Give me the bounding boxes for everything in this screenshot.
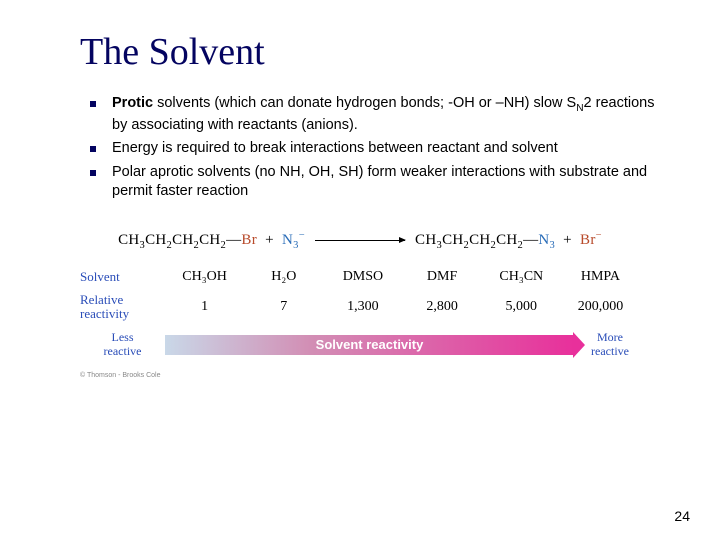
bullet-item: Protic solvents (which can donate hydrog…	[90, 94, 660, 135]
copyright-text: © Thomson - Brooks Cole	[80, 372, 640, 379]
reaction-equation: CH3CH2CH2CH2—Br + N3− CH3CH2CH2CH2—N3 + …	[80, 230, 640, 251]
gradient-label-right: Morereactive	[580, 331, 640, 357]
page-number: 24	[674, 508, 690, 524]
reactivity-table: Solvent CH₃OH H₂O DMSO DMF CH₃CN HMPA Re…	[80, 269, 640, 358]
bullet-list: Protic solvents (which can donate hydrog…	[90, 94, 660, 202]
bullet-item: Polar aprotic solvents (no NH, OH, SH) f…	[90, 163, 660, 202]
table-cell: DMF	[403, 269, 482, 285]
table-cell: HMPA	[561, 269, 640, 285]
gradient-row: Lessreactive Solvent reactivity Morereac…	[80, 331, 640, 357]
table-cell: H₂O	[244, 269, 323, 285]
arrow-icon	[315, 240, 405, 241]
bullet-text: Energy is required to break interactions…	[112, 139, 558, 159]
row-label: Relativereactivity	[80, 293, 165, 322]
bullet-marker-icon	[90, 170, 96, 176]
table-cell: 2,800	[403, 299, 482, 315]
gradient-label-left: Lessreactive	[80, 331, 165, 357]
table-row: Relativereactivity 1 7 1,300 2,800 5,000…	[80, 293, 640, 322]
table-cell: 200,000	[561, 299, 640, 315]
table-row: Solvent CH₃OH H₂O DMSO DMF CH₃CN HMPA	[80, 269, 640, 285]
bullet-marker-icon	[90, 101, 96, 107]
figure: CH3CH2CH2CH2—Br + N3− CH3CH2CH2CH2—N3 + …	[80, 230, 640, 379]
slide-title: The Solvent	[80, 30, 670, 74]
row-label: Solvent	[80, 269, 165, 285]
table-cell: DMSO	[323, 269, 402, 285]
table-cell: 1	[165, 299, 244, 315]
table-cell: 7	[244, 299, 323, 315]
gradient-bar: Solvent reactivity	[165, 335, 574, 355]
bullet-item: Energy is required to break interactions…	[90, 139, 660, 159]
table-cell: CH₃CN	[482, 269, 561, 285]
table-cell: 1,300	[323, 299, 402, 315]
bullet-text: Polar aprotic solvents (no NH, OH, SH) f…	[112, 163, 660, 202]
table-cell: 5,000	[482, 299, 561, 315]
bullet-marker-icon	[90, 146, 96, 152]
gradient-center-label: Solvent reactivity	[316, 337, 424, 352]
slide: The Solvent Protic solvents (which can d…	[0, 0, 720, 540]
bullet-text: Protic solvents (which can donate hydrog…	[112, 94, 660, 135]
table-cell: CH₃OH	[165, 269, 244, 285]
